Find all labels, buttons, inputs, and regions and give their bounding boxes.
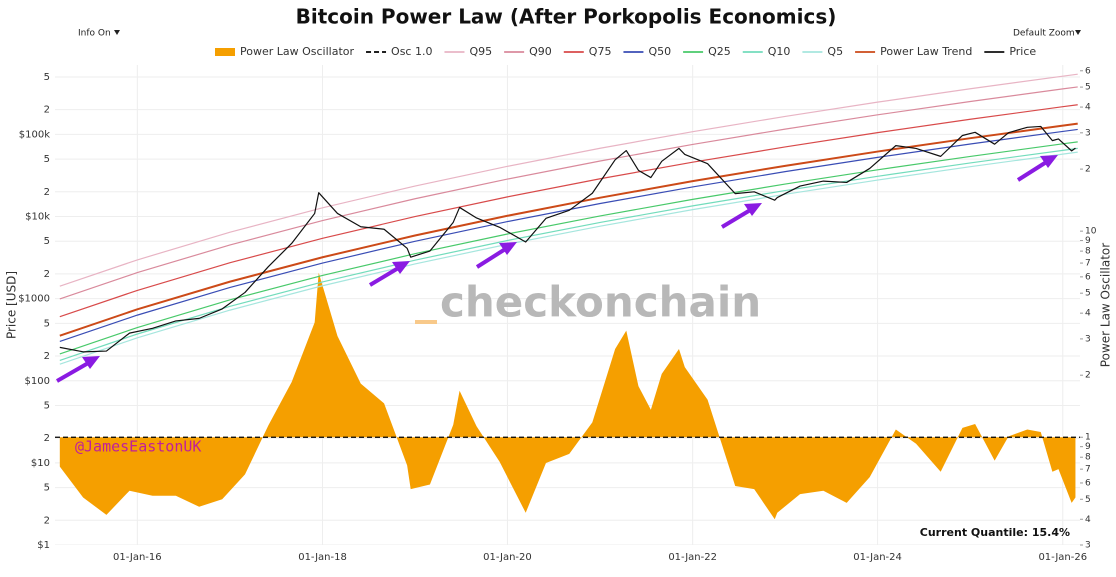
quantile-note: Current Quantile: 15.4%	[920, 526, 1070, 539]
y2-tick-label: 4	[1085, 309, 1091, 319]
y2-tick-label: 3	[1085, 334, 1091, 344]
y-tick-label: 2	[44, 269, 50, 280]
y-tick-label: $1000	[18, 294, 50, 305]
dropdown-arrow[interactable]	[1075, 30, 1081, 35]
legend-swatch	[215, 48, 235, 56]
x-tick-label: 01-Jan-18	[298, 552, 347, 563]
y2-tick-label: 5	[1085, 289, 1091, 299]
y2-tick-label: 8	[1085, 453, 1091, 463]
y2-tick-label: 9	[1085, 236, 1091, 246]
y2-tick-label: 9	[1085, 442, 1091, 452]
chart-title: Bitcoin Power Law (After Porkopolis Econ…	[296, 5, 837, 29]
y2-tick-label: 5	[1085, 495, 1091, 505]
y-tick-label: 5	[44, 400, 50, 411]
zoom-dropdown[interactable]: Default Zoom	[1013, 29, 1081, 39]
series-line	[59, 147, 1078, 361]
watermark: checkonchain	[440, 278, 761, 327]
y2-tick-label: 10	[1085, 227, 1097, 237]
y2-tick-label: 6	[1085, 66, 1091, 76]
y-tick-label: 2	[44, 105, 50, 116]
series-line	[59, 122, 1078, 337]
legend-label: Q95	[469, 45, 492, 58]
legend-label: Price	[1009, 45, 1036, 58]
series-line	[59, 86, 1078, 300]
legend-label: Q50	[648, 45, 671, 58]
legend-label: Q10	[768, 45, 791, 58]
watermark-logo	[415, 320, 437, 324]
y2-tick-label: 8	[1085, 247, 1091, 257]
x-tick-label: 01-Jan-24	[853, 552, 902, 563]
series-line	[59, 125, 1076, 353]
handle: @JamesEastonUK	[75, 438, 201, 456]
y2-tick-label: 1	[1085, 433, 1091, 443]
y2-tick-label: 4	[1085, 515, 1091, 525]
series-line	[59, 128, 1078, 343]
y-tick-label: 5	[44, 236, 50, 247]
y-tick-label: 2	[44, 187, 50, 198]
y-tick-label: 5	[44, 154, 50, 165]
legend-label: Q90	[529, 45, 552, 58]
series-line	[59, 141, 1078, 355]
plot-area	[55, 65, 1080, 545]
y-tick-label: 5	[44, 483, 50, 494]
info-dropdown[interactable]: Info On	[78, 29, 120, 39]
y-tick-label: $100	[25, 376, 50, 387]
y-tick-label: $1	[37, 540, 50, 551]
y-tick-label: 2	[44, 433, 50, 444]
y-tick-label: 2	[44, 351, 50, 362]
y-tick-label: 5	[44, 318, 50, 329]
y2-tick-label: 3	[1085, 541, 1091, 551]
series-line	[59, 104, 1078, 318]
legend-label: Q5	[827, 45, 843, 58]
zoom-label[interactable]: Default Zoom	[1013, 29, 1075, 39]
arrows	[56, 155, 1058, 383]
y2-tick-label: 2	[1085, 165, 1091, 175]
x-tick-label: 01-Jan-26	[1038, 552, 1087, 563]
x-tick-label: 01-Jan-20	[483, 552, 532, 563]
y2-tick-label: 5	[1085, 83, 1091, 93]
y-tick-label: $100k	[19, 129, 50, 140]
y2-tick-label: 4	[1085, 103, 1091, 113]
legend-label: Osc 1.0	[391, 45, 432, 58]
y2-tick-label: 7	[1085, 465, 1091, 475]
y2-tick-label: 6	[1085, 478, 1091, 488]
info-label[interactable]: Info On	[78, 29, 111, 39]
y2-axis-label: Power Law Oscillator	[1099, 243, 1113, 367]
legend-label: Power Law Oscillator	[240, 45, 355, 58]
y2-tick-label: 3	[1085, 128, 1091, 138]
y-tick-label: $10	[31, 458, 50, 469]
y-tick-label: $10k	[25, 212, 50, 223]
y2-tick-label: 7	[1085, 259, 1091, 269]
series-line	[59, 151, 1078, 365]
legend-label: Q75	[589, 45, 612, 58]
y-axis-label: Price [USD]	[5, 271, 19, 339]
x-tick-label: 01-Jan-16	[113, 552, 162, 563]
series-line	[59, 73, 1078, 287]
y-tick-label: 5	[44, 72, 50, 83]
oscillator-area	[59, 272, 1076, 520]
y-tick-label: 2	[44, 515, 50, 526]
y2-tick-label: 2	[1085, 371, 1091, 381]
y2-tick-label: 6	[1085, 272, 1091, 282]
x-tick-label: 01-Jan-22	[668, 552, 717, 563]
legend-label: Power Law Trend	[880, 45, 972, 58]
legend-label: Q25	[708, 45, 731, 58]
dropdown-arrow[interactable]	[114, 30, 120, 35]
